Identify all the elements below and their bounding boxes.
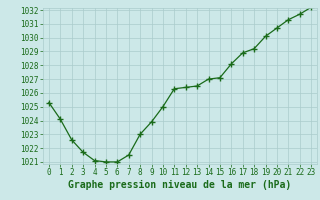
- X-axis label: Graphe pression niveau de la mer (hPa): Graphe pression niveau de la mer (hPa): [68, 180, 292, 190]
